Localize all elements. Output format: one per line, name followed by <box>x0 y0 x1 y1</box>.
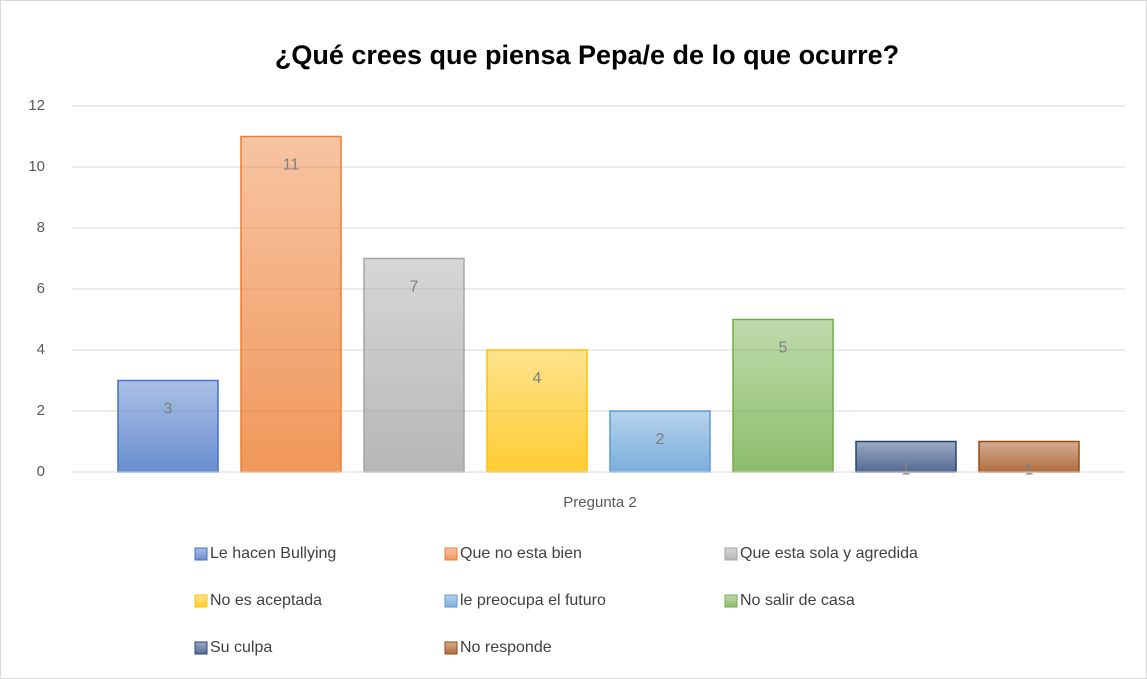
y-tick-label: 12 <box>28 97 45 114</box>
chart-title: ¿Qué crees que piensa Pepa/e de lo que o… <box>275 40 899 70</box>
bar <box>978 440 1080 473</box>
data-label: 11 <box>283 157 300 174</box>
legend-label: Que esta sola y agredida <box>740 545 918 562</box>
y-tick-label: 2 <box>37 402 45 419</box>
legend-swatch <box>194 641 208 655</box>
legend-swatch <box>194 594 208 608</box>
x-axis-label: Pregunta 2 <box>563 494 636 511</box>
legend-label: Su culpa <box>210 639 272 656</box>
bar <box>240 135 342 473</box>
legend-swatch <box>724 547 738 561</box>
bar <box>486 349 588 473</box>
legend-swatch <box>444 547 458 561</box>
y-tick-label: 10 <box>28 158 45 175</box>
data-label: 7 <box>410 279 419 296</box>
legend-label: No salir de casa <box>740 592 855 609</box>
data-label: 3 <box>164 401 173 418</box>
bar <box>609 410 711 473</box>
bar <box>732 318 834 473</box>
data-label: 5 <box>779 340 788 357</box>
legend-swatch <box>444 594 458 608</box>
legend-label: No es aceptada <box>210 592 322 609</box>
y-tick-label: 8 <box>37 219 45 236</box>
bar <box>117 379 219 473</box>
data-label: 4 <box>533 370 542 387</box>
legend-swatch <box>724 594 738 608</box>
y-tick-label: 0 <box>37 463 45 480</box>
legend-label: le preocupa el futuro <box>460 592 606 609</box>
legend-swatch <box>444 641 458 655</box>
data-label: 1 <box>1025 462 1034 479</box>
y-tick-label: 6 <box>37 280 45 297</box>
legend-label: No responde <box>460 639 552 656</box>
legend-label: Le hacen Bullying <box>210 545 336 562</box>
legend-swatch <box>194 547 208 561</box>
data-label: 1 <box>902 462 911 479</box>
y-tick-label: 4 <box>37 341 45 358</box>
data-label: 2 <box>656 431 665 448</box>
legend-label: Que no esta bien <box>460 545 582 562</box>
